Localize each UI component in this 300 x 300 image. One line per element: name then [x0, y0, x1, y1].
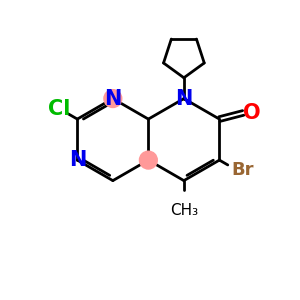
Text: N: N [175, 88, 193, 109]
Circle shape [104, 90, 122, 107]
Text: N: N [104, 88, 122, 109]
Text: CH₃: CH₃ [170, 203, 198, 218]
Text: Cl: Cl [48, 99, 70, 119]
Circle shape [140, 151, 157, 169]
Text: O: O [243, 103, 261, 123]
Text: Br: Br [231, 161, 254, 179]
Text: N: N [69, 150, 86, 170]
